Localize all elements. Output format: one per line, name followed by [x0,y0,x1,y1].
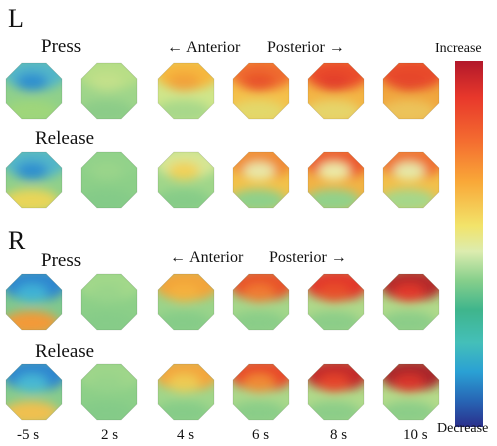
activation-map-l-release-0 [5,151,63,209]
activation-map-r-release-4 [307,363,365,421]
activation-map-r-release-0 [5,363,63,421]
activation-map-r-release-1 [80,363,138,421]
activation-map-r-release-5 [382,363,440,421]
scale-decrease-label: Decrease [437,421,489,436]
time-label: 6 s [252,427,270,443]
time-label: 4 s [177,427,195,443]
color-scale-bar [455,61,483,427]
panel-r-press-label: Press [41,250,82,271]
panel-r-release-label: Release [35,341,95,362]
panel-l-press-label: Press [41,36,82,57]
time-label: 8 s [330,427,348,443]
activation-map-l-release-4 [307,151,365,209]
activation-map-l-press-4 [307,62,365,120]
panel-r-posterior-label: Posterior → [269,249,347,266]
activation-map-r-press-1 [80,273,138,331]
panel-l-release-label: Release [35,128,95,149]
panel-l-posterior-label: Posterior → [267,39,345,56]
panel-l-letter: L [8,4,24,33]
scale-increase-label: Increase [435,41,482,56]
activation-map-r-release-3 [232,363,290,421]
activation-map-r-press-5 [382,273,440,331]
time-label: 2 s [101,427,119,443]
activation-map-l-release-2 [157,151,215,209]
activation-map-r-release-2 [157,363,215,421]
activation-map-l-press-5 [382,62,440,120]
activation-map-l-release-3 [232,151,290,209]
activation-map-l-release-1 [80,151,138,209]
activation-map-r-press-4 [307,273,365,331]
activation-map-l-press-3 [232,62,290,120]
panel-l-anterior-label: ← Anterior [167,39,241,56]
activation-map-l-press-1 [80,62,138,120]
activation-map-l-press-0 [5,62,63,120]
time-label: 10 s [403,427,428,443]
activation-map-l-press-2 [157,62,215,120]
activation-map-r-press-3 [232,273,290,331]
time-label: -5 s [17,427,40,443]
activation-map-r-press-2 [157,273,215,331]
panel-r-letter: R [8,226,26,255]
activation-map-l-release-5 [382,151,440,209]
activation-map-r-press-0 [5,273,63,331]
panel-r-anterior-label: ← Anterior [170,249,244,266]
